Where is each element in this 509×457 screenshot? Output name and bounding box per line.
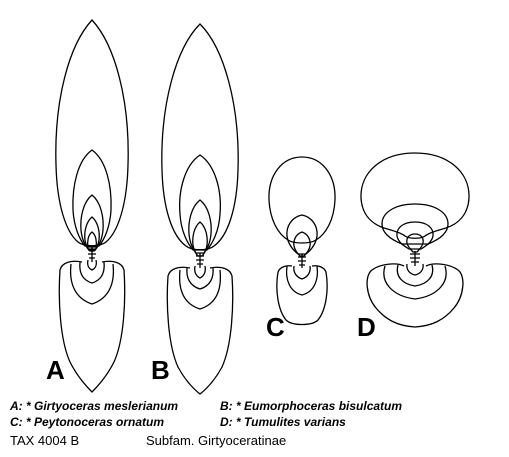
section-d-outer-whorl-lower: [366, 263, 464, 328]
section-a-whorl-3-lower: [69, 263, 115, 305]
figure-footer: TAX 4004 B Subfam. Girtyoceratinae: [10, 433, 286, 449]
section-d-umbilicus: [410, 251, 420, 266]
panel-label-c: C: [266, 312, 285, 342]
section-b-umbilicus: [196, 253, 204, 268]
section-d-whorl-2-upper: [381, 203, 449, 245]
section-a-whorl-5-lower: [86, 259, 98, 271]
section-d-whorl-4-lower: [406, 263, 424, 276]
panel-label-a: A: [46, 355, 65, 385]
subfamily-name: Subfam. Girtyoceratinae: [146, 433, 287, 448]
section-d-outer-whorl-upper: [360, 152, 470, 239]
legend-row-1: A: * Girtyoceras meslerianum B: * Eumorp…: [10, 399, 402, 413]
legend-entry-a: A: * Girtyoceras meslerianum: [10, 399, 179, 413]
section-c-umbilicus: [298, 254, 306, 268]
section-a-outer-whorl-lower: [58, 260, 126, 393]
section-a-whorl-4-lower: [79, 261, 105, 284]
section-c-whorl-2-lower: [285, 265, 319, 296]
section-b-whorl-4-upper: [192, 221, 208, 257]
section-a-outer-whorl-upper: [55, 19, 129, 247]
legend-entry-b: B: * Eumorphoceras bisulcatum: [220, 399, 403, 413]
section-c-whorl-3-upper: [293, 231, 311, 257]
section-c-whorl-2-upper: [286, 214, 318, 255]
section-b-outer-whorl-upper: [161, 23, 239, 251]
section-d-whorl-3-upper: [396, 221, 434, 250]
section-a-whorl-5-upper: [86, 231, 98, 248]
section-c-outer-whorl-upper: [268, 156, 336, 244]
panel-label-b: B: [151, 355, 170, 385]
section-a-whorl-3-upper: [80, 194, 104, 250]
panel-label-d: D: [357, 312, 376, 342]
section-b-whorl-3-lower: [186, 267, 214, 290]
cross-section-b: [161, 23, 239, 395]
section-b-whorl-2-lower: [178, 269, 222, 310]
section-d-whorl-3-lower: [396, 264, 434, 287]
section-d-whorl-2-lower: [383, 265, 447, 300]
section-a-whorl-2-upper: [72, 149, 112, 247]
section-c-whorl-3-lower: [293, 265, 311, 280]
legend-entry-c: C: * Peytonoceras ornatum: [10, 415, 165, 429]
section-b-whorl-4-lower: [194, 265, 206, 279]
section-b-whorl-3-upper: [188, 199, 212, 254]
cross-section-a: [55, 19, 129, 393]
section-b-whorl-2-upper: [179, 154, 221, 251]
legend-row-2: C: * Peytonoceras ornatum D: * Tumulites…: [10, 415, 346, 429]
section-a-umbilicus: [88, 247, 96, 262]
section-b-outer-whorl-lower: [166, 266, 234, 395]
cross-section-c: [268, 156, 336, 326]
taxon-code: TAX 4004 B: [10, 433, 80, 448]
section-c-outer-whorl-lower: [276, 265, 328, 326]
legend-entry-d: D: * Tumulites varians: [220, 415, 346, 429]
cross-section-d: [360, 152, 470, 328]
